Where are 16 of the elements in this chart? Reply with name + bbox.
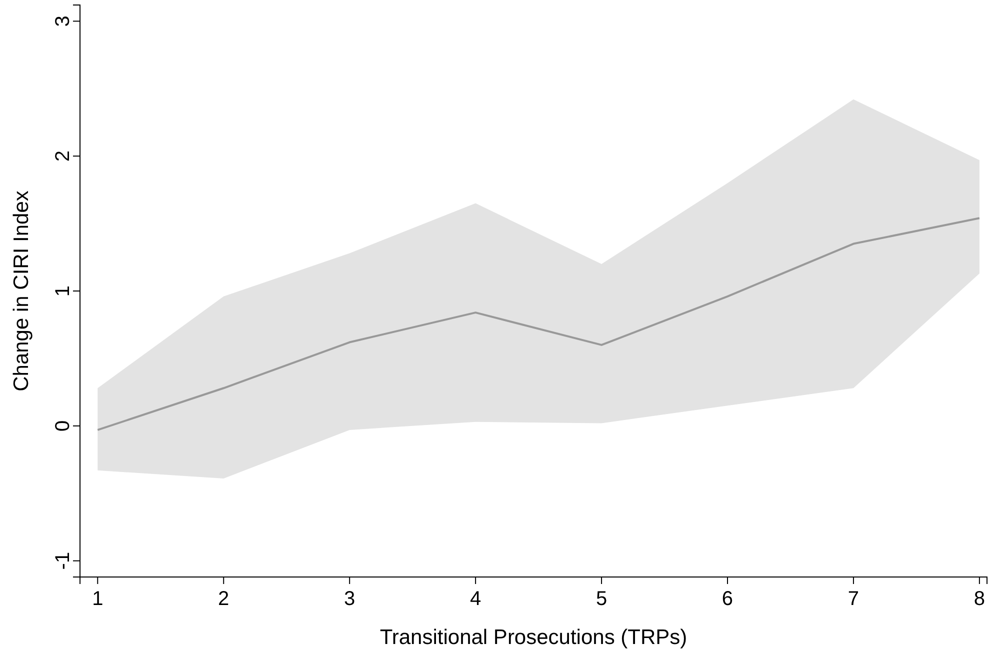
x-tick-label: 4 (470, 588, 482, 610)
y-tick-label: 0 (52, 420, 74, 432)
y-tick-label: 3 (52, 16, 74, 27)
x-tick-label: 7 (848, 588, 860, 610)
x-axis-title: Transitional Prosecutions (TRPs) (380, 626, 688, 649)
y-tick-label: 2 (52, 150, 74, 162)
x-tick-label: 2 (218, 588, 230, 610)
line-series (96, 217, 980, 431)
x-tick-label: 3 (344, 588, 356, 610)
x-tick-label: 8 (974, 588, 986, 610)
y-tick-label: -1 (52, 552, 74, 570)
y-axis-title: Change in CIRI Index (10, 190, 33, 392)
x-tick-label: 5 (596, 588, 608, 610)
x-tick-label: 1 (92, 588, 104, 610)
x-tick-label: 6 (722, 588, 734, 610)
y-tick-label: 1 (52, 285, 74, 297)
